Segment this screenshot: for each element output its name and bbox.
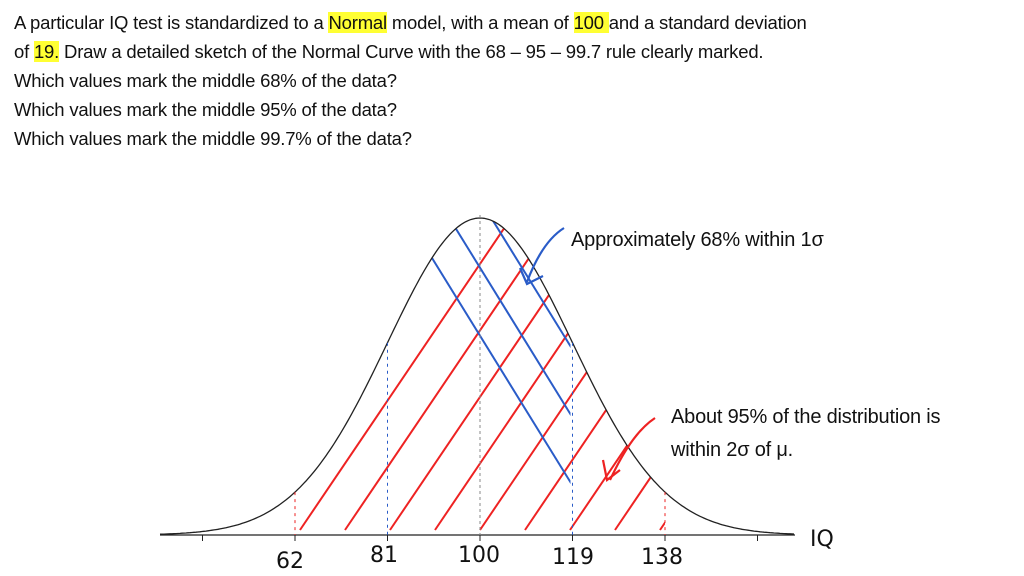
question-text: A particular IQ test is standardized to … xyxy=(14,8,807,153)
blue-hatch-line xyxy=(431,218,571,531)
sd-guide-lines xyxy=(294,215,666,535)
arrow-68 xyxy=(518,227,565,286)
annotation-95-line-2: within 2σ of μ. xyxy=(671,439,794,461)
annotation-68-percent: Approximately 68% within 1σ xyxy=(571,229,824,251)
red-hatch-line xyxy=(299,218,531,531)
question-line-1: A particular IQ test is standardized to … xyxy=(14,12,807,33)
highlight-normal: Normal xyxy=(328,12,387,33)
axis-label: IQ xyxy=(810,527,834,552)
tick-label-62: 62 xyxy=(276,549,304,574)
question-line-4: Which values mark the middle 95% of the … xyxy=(14,99,397,120)
question-line-3: Which values mark the middle 68% of the … xyxy=(14,70,397,91)
tick-label-119: 119 xyxy=(552,545,594,570)
tick-label-81: 81 xyxy=(370,543,398,568)
highlight-mean: 100 xyxy=(573,12,609,33)
question-line-2: of 19. Draw a detailed sketch of the Nor… xyxy=(14,41,764,62)
axis-ticks xyxy=(202,535,758,541)
tick-labels: 62 81 100 119 138 xyxy=(276,543,683,574)
blue-hatch-line xyxy=(473,218,571,531)
highlight-sd: 19. xyxy=(33,41,60,62)
question-line-5: Which values mark the middle 99.7% of th… xyxy=(14,128,412,149)
tick-label-100: 100 xyxy=(458,543,500,568)
annotation-95-line-1: About 95% of the distribution is xyxy=(671,406,941,428)
tick-label-138: 138 xyxy=(641,545,683,570)
normal-curve xyxy=(159,217,795,535)
arrow-95 xyxy=(601,417,656,482)
red-hatch-line xyxy=(569,218,665,531)
